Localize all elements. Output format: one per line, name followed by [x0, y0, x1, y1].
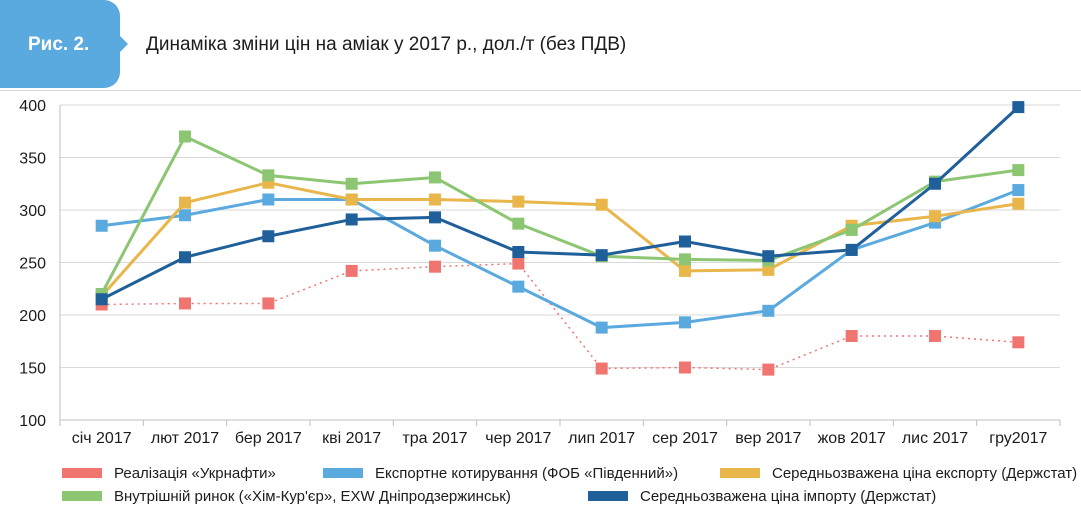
data-point: [95, 219, 108, 232]
data-point: [429, 239, 441, 252]
data-point: [762, 263, 775, 276]
x-tick-label: вер 2017: [735, 430, 801, 447]
y-tick-label: 300: [19, 203, 46, 220]
data-point: [845, 223, 858, 236]
data-point: [929, 210, 941, 223]
x-tick-label: січ 2017: [72, 430, 132, 447]
legend-label: Експортне котирування (ФОБ «Південний»): [375, 465, 678, 482]
data-point: [179, 196, 191, 209]
data-point: [845, 243, 858, 256]
series-line: [100, 105, 1020, 301]
data-point: [262, 169, 275, 182]
badge-arrow: [120, 36, 128, 52]
data-point: [679, 253, 691, 266]
data-point: [762, 250, 775, 263]
legend-label: Середньозважена ціна експорту (Держстат): [772, 465, 1077, 482]
data-point: [679, 235, 691, 248]
legend-label: Внутрішній ринок («Хім-Кур'єр», EXW Дніп…: [114, 488, 511, 505]
figure-label: Рис. 2.: [28, 34, 90, 55]
data-point: [929, 330, 941, 342]
chart-panel: [0, 90, 1081, 532]
x-tick-label: гру2017: [989, 430, 1047, 447]
data-point: [1012, 164, 1025, 177]
legend-label: Реалізація «Укрнафти»: [114, 465, 276, 482]
data-point: [345, 213, 358, 226]
data-point: [429, 211, 441, 224]
data-point: [262, 230, 275, 243]
legend-label: Середньозважена ціна імпорту (Держстат): [640, 488, 936, 505]
data-point: [1012, 336, 1025, 349]
legend-swatch: [588, 491, 628, 501]
data-point: [512, 195, 525, 208]
data-point: [595, 362, 608, 375]
data-point: [345, 177, 358, 190]
data-point: [262, 297, 275, 310]
data-point: [679, 361, 691, 374]
x-tick-label: тра 2017: [402, 430, 467, 447]
data-point: [512, 257, 525, 270]
x-tick-label: лис 2017: [902, 430, 968, 447]
data-point: [512, 246, 525, 258]
data-point: [595, 198, 608, 211]
x-tick-label: лют 2017: [151, 430, 219, 447]
data-point: [929, 177, 941, 190]
data-point: [345, 193, 358, 206]
x-tick-label: кві 2017: [322, 430, 381, 447]
data-point: [595, 249, 608, 262]
data-point: [1012, 101, 1025, 114]
chart-title: Динаміка зміни цін на аміак у 2017 р., д…: [146, 34, 627, 55]
legend-swatch: [62, 491, 102, 501]
data-point: [179, 130, 191, 143]
data-point: [179, 209, 191, 222]
x-tick-label: сер 2017: [652, 430, 718, 447]
legend-swatch: [720, 468, 760, 478]
legend-swatch: [62, 468, 102, 478]
data-point: [179, 297, 191, 310]
data-point: [512, 280, 525, 293]
y-tick-label: 200: [19, 308, 46, 325]
series-line: [100, 135, 1019, 295]
series-line: [101, 188, 1019, 330]
figure-header: Рис. 2. Динаміка зміни цін на аміак у 20…: [0, 0, 1081, 90]
data-point: [1012, 197, 1025, 210]
data-point: [95, 293, 108, 306]
y-tick-label: 350: [19, 151, 46, 168]
data-point: [345, 264, 358, 277]
y-tick-label: 250: [19, 256, 46, 273]
data-point: [179, 251, 191, 264]
data-point: [595, 321, 608, 334]
data-point: [512, 217, 525, 230]
data-point: [429, 171, 441, 184]
y-tick-label: 100: [19, 413, 46, 430]
x-tick-label: бер 2017: [235, 430, 302, 447]
data-point: [762, 363, 775, 376]
data-point: [429, 193, 441, 206]
series-line: [101, 262, 1019, 371]
y-tick-label: 150: [19, 361, 46, 378]
x-tick-label: чер 2017: [485, 430, 551, 447]
data-point: [679, 316, 691, 329]
x-tick-label: жов 2017: [818, 430, 886, 447]
data-point: [845, 330, 858, 342]
data-point: [262, 193, 275, 206]
figure-badge: [0, 0, 120, 88]
data-point: [1012, 184, 1025, 197]
series-line: [100, 181, 1019, 298]
data-point: [762, 304, 775, 317]
legend-swatch: [323, 468, 363, 478]
data-point: [679, 264, 691, 277]
data-point: [429, 260, 441, 273]
y-tick-label: 400: [19, 98, 46, 115]
x-tick-label: лип 2017: [568, 430, 635, 447]
